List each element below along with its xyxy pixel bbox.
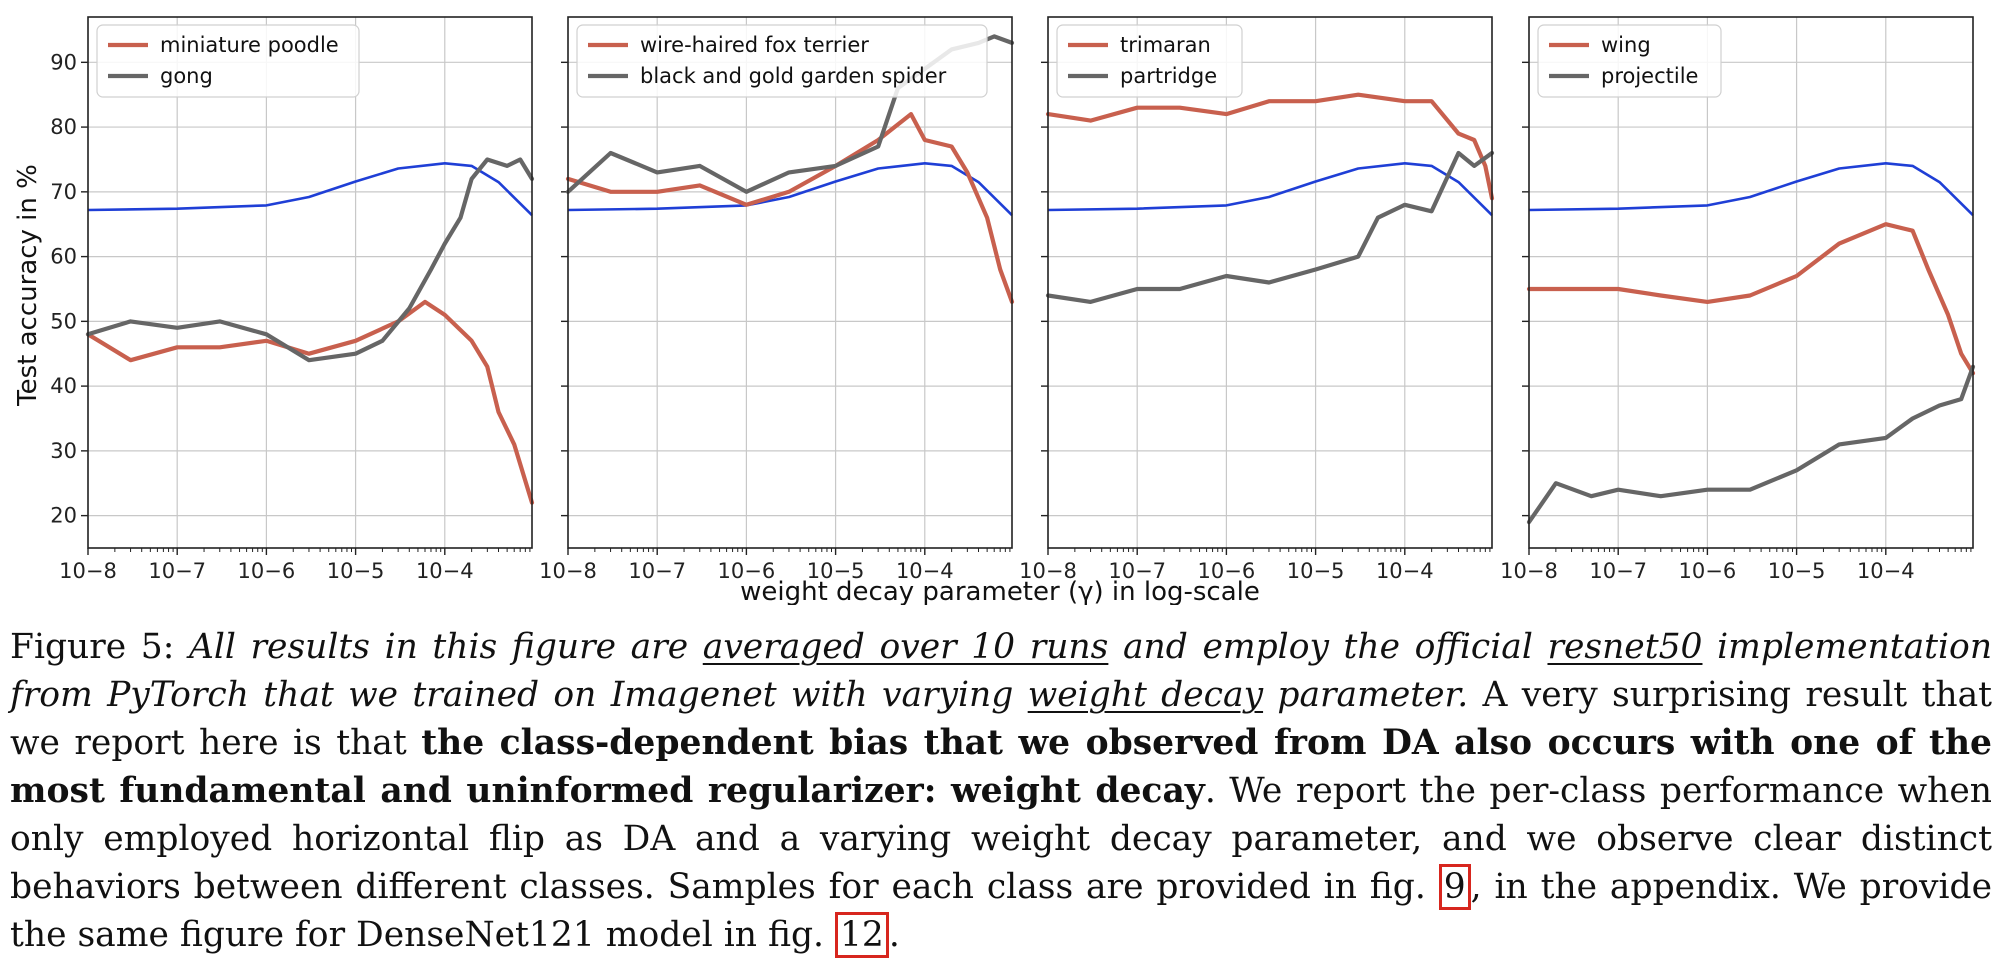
x-tick-label: 10−8	[59, 559, 117, 583]
x-tick-label: 10−6	[718, 559, 776, 583]
x-tick-label: 10−4	[416, 559, 474, 583]
caption-underline-runs: averaged over 10 runs	[702, 627, 1109, 667]
panel-frame	[87, 16, 533, 549]
series-line-b	[85, 157, 535, 363]
x-tick-label: 10−8	[539, 559, 597, 583]
figure-ref-12-link[interactable]: 12	[834, 912, 889, 958]
x-tick-label: 10−7	[148, 559, 206, 583]
series-line-b	[1045, 150, 1495, 304]
caption-text-2: . We report the per-class performance wh…	[10, 771, 1992, 907]
caption-label: Figure 5:	[10, 627, 175, 667]
x-tick-label: 10−4	[896, 559, 954, 583]
x-tick-label: 10−6	[1679, 559, 1737, 583]
caption-bold-statement: the class-dependent bias that we observe…	[10, 723, 1993, 811]
x-tick-label: 10−5	[1768, 559, 1826, 583]
average-accuracy-line	[567, 162, 1013, 217]
y-tick-label: 50	[50, 309, 77, 333]
caption-underline-weight-decay: weight decay	[1027, 675, 1264, 715]
chart-panel-3: 10−8 10−7 10−6 10−5 10−4 trimaran partridge	[1019, 16, 1495, 583]
y-tick-label: 40	[50, 374, 77, 398]
y-tick-label: 30	[50, 439, 77, 463]
series-line-a	[85, 299, 535, 505]
x-axis-label: weight decay parameter (γ) in log-scale	[740, 577, 1260, 605]
x-tick-label: 10−5	[807, 559, 865, 583]
caption-italic-2: and employ the official	[1122, 627, 1533, 667]
y-tick-label: 80	[50, 115, 77, 139]
x-tick-label: 10−8	[1500, 559, 1558, 583]
panel-frame	[1047, 16, 1493, 549]
x-tick-label: 10−4	[1857, 559, 1915, 583]
legend-label: gong	[160, 64, 213, 88]
legend-label: miniature poodle	[160, 33, 339, 57]
legend-label: wing	[1601, 33, 1651, 57]
legend-label: wire-haired fox terrier	[640, 33, 869, 57]
chart-legend: wire-haired fox terrier black and gold ga…	[576, 24, 988, 98]
chart-legend: wing projectile	[1537, 24, 1722, 98]
caption-text-3: , in the appendix. We provide the same f…	[10, 867, 1992, 955]
legend-label: projectile	[1601, 64, 1698, 88]
figure-5-chart: 20 30 40 50 60 70 80 90 10−8 10−7 10−6 10−5 10−4 mini…	[13, 16, 1976, 605]
caption-text-1: A very surprising result that we report …	[10, 675, 1993, 763]
chart-legend: miniature poodle gong	[96, 24, 360, 98]
x-tick-label: 10−7	[628, 559, 686, 583]
caption-italic-4: parameter.	[1277, 675, 1469, 715]
chart-legend: trimaran partridge	[1056, 24, 1243, 98]
x-tick-label: 10−6	[238, 559, 296, 583]
caption-italic-3: implementation from PyTorch that we trai…	[10, 627, 1993, 715]
legend-box	[576, 24, 988, 98]
x-tick-label: 10−4	[1376, 559, 1434, 583]
figure-ref-9-link[interactable]: 9	[1438, 864, 1471, 910]
y-axis-label: Test accuracy in %	[13, 164, 43, 407]
panel-frame	[1528, 16, 1974, 549]
caption-underline-resnet50: resnet50	[1547, 627, 1703, 667]
panel-frame	[567, 16, 1013, 549]
series-line-b	[1526, 364, 1976, 525]
x-tick-label: 10−8	[1019, 559, 1077, 583]
x-tick-label: 10−7	[1589, 559, 1647, 583]
y-tick-label: 70	[50, 180, 77, 204]
legend-box	[96, 24, 360, 98]
chart-panel-1: 20 30 40 50 60 70 80 90 10−8 10−7 10−6 10−5 10−4 mini…	[50, 16, 535, 583]
x-tick-label: 10−7	[1108, 559, 1166, 583]
legend-label: trimaran	[1120, 33, 1211, 57]
legend-label: partridge	[1120, 64, 1217, 88]
series-line-a	[1045, 92, 1495, 201]
y-tick-label: 90	[50, 50, 77, 74]
x-tick-label: 10−6	[1198, 559, 1256, 583]
chart-panel-4: 10−8 10−7 10−6 10−5 10−4 wing projectile	[1500, 16, 1976, 583]
chart-panel-2: 10−8 10−7 10−6 10−5 10−4 wire-haired fox terr…	[539, 16, 1015, 583]
average-accuracy-line	[87, 162, 533, 217]
y-tick-label: 20	[50, 504, 77, 528]
average-accuracy-line	[1047, 162, 1493, 217]
figure-caption: Figure 5: All results in this figure are…	[10, 623, 1992, 959]
caption-italic-1: All results in this figure are	[188, 627, 689, 667]
legend-label: black and gold garden spider	[640, 64, 947, 88]
series-line-a	[1526, 222, 1976, 376]
x-tick-label: 10−5	[327, 559, 385, 583]
average-accuracy-line	[1528, 162, 1974, 217]
caption-text-4: .	[888, 915, 900, 955]
x-tick-label: 10−5	[1287, 559, 1345, 583]
y-tick-label: 60	[50, 245, 77, 269]
